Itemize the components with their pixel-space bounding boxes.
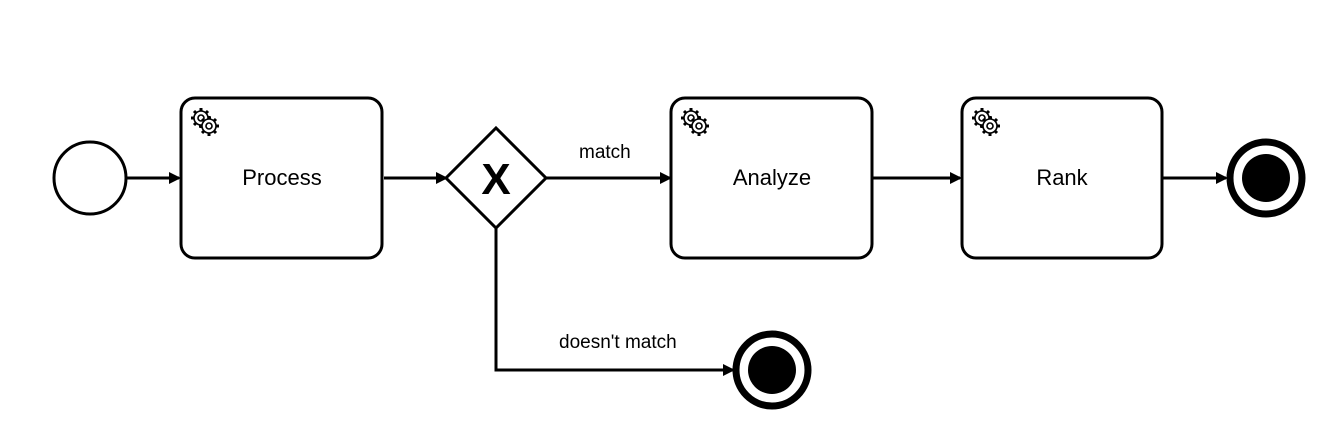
flow-label-doesnt-match: doesn't match xyxy=(559,332,677,353)
task-label: Rank xyxy=(1036,165,1088,190)
flow-label-match: match xyxy=(579,142,631,163)
start-event[interactable] xyxy=(52,140,128,216)
task-rank[interactable]: Rank xyxy=(960,96,1164,260)
task-process[interactable]: Process xyxy=(179,96,384,260)
end-event-main[interactable] xyxy=(1226,138,1306,218)
task-label: Analyze xyxy=(733,165,811,190)
task-analyze[interactable]: Analyze xyxy=(669,96,874,260)
flow-gateway-to-end-nomatch xyxy=(494,228,735,376)
gateway-marker: X xyxy=(481,155,510,204)
task-label: Process xyxy=(242,165,321,190)
end-event-nomatch[interactable] xyxy=(732,330,812,410)
exclusive-gateway[interactable]: X xyxy=(443,125,549,231)
